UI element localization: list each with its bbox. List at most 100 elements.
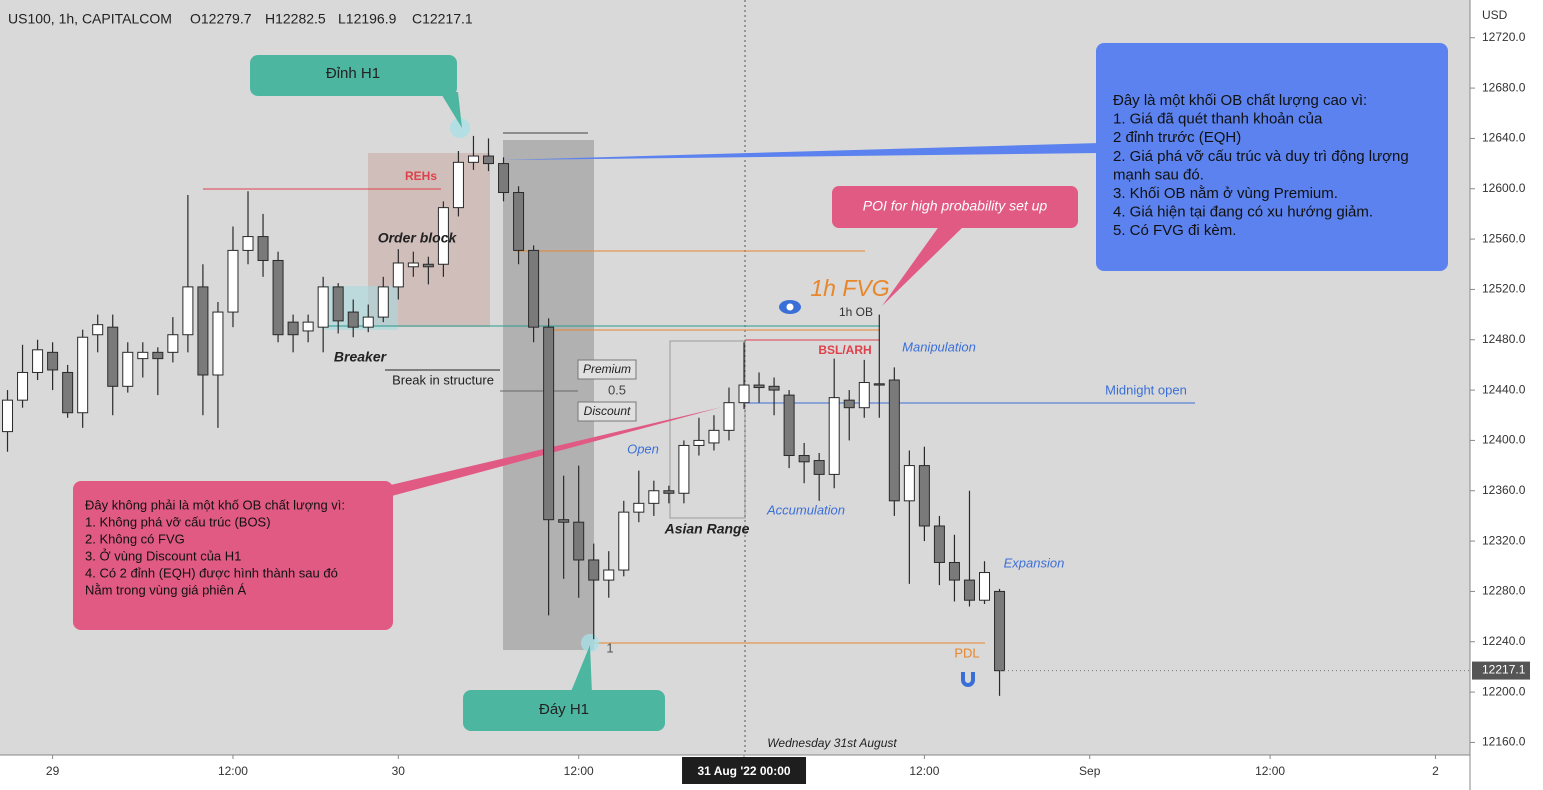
ohlc: H12282.5: [265, 11, 326, 27]
y-tick-label: 12640.0: [1482, 131, 1526, 145]
x-tick-label: 12:00: [909, 764, 939, 778]
note-line: 2. Giá phá vỡ cấu trúc và duy trì động l…: [1113, 148, 1409, 165]
candle-body: [467, 155, 479, 163]
candle-body: [873, 383, 885, 386]
note-line: 1. Giá đã quét thanh khoản của: [1113, 111, 1323, 128]
x-tick-label: Sep: [1079, 764, 1101, 778]
x-tick-label: 30: [392, 764, 406, 778]
currency: USD: [1482, 8, 1508, 22]
callout: [832, 186, 1078, 228]
crosshair-label-bg: [682, 757, 807, 784]
candle-body: [287, 321, 299, 336]
y-tick-label: 12400.0: [1482, 433, 1526, 447]
y-tick-label: 12320.0: [1482, 533, 1526, 547]
candle-body: [92, 324, 104, 336]
candle-body: [963, 579, 975, 601]
candle-body: [452, 161, 464, 209]
annotation: Asian Range: [664, 521, 750, 537]
candle-body: [482, 155, 494, 165]
candle-body: [979, 572, 991, 601]
marker: [581, 634, 599, 652]
candle-body: [678, 444, 690, 494]
candle-body: [918, 465, 930, 527]
y-tick-label: 12160.0: [1482, 735, 1526, 749]
candle-body: [948, 561, 960, 581]
y-tick-label: 12480.0: [1482, 332, 1526, 346]
note-line: Đây là một khối OB chất lượng cao vì:: [1113, 92, 1367, 109]
annotation: Accumulation: [766, 502, 845, 517]
candle-body: [152, 351, 164, 360]
candle-body: [392, 262, 404, 288]
marker: [450, 118, 470, 138]
annotation: Midnight open: [1105, 382, 1187, 397]
candle-body: [302, 321, 314, 332]
label-box: [577, 401, 637, 422]
note-box: [73, 481, 393, 630]
candle-body: [828, 397, 840, 475]
callout: [463, 690, 665, 731]
candle-body: [498, 163, 510, 194]
note-line: Đây không phải là một khố OB chất lượng …: [85, 497, 345, 512]
y-tick-label: 12440.0: [1482, 382, 1526, 396]
note-line: 4. Có 2 đỉnh (EQH) được hình thành sau đ…: [85, 565, 338, 580]
annotation: Order block: [378, 230, 458, 246]
x-tick-label: 29: [46, 764, 60, 778]
candle-body: [618, 511, 630, 571]
candle-body: [47, 351, 59, 371]
candle-body: [317, 286, 329, 328]
callout-pointer: [570, 645, 592, 694]
candle-body: [77, 336, 89, 414]
candle-body: [903, 465, 915, 502]
candle-body: [182, 286, 194, 336]
annotation: 0.5: [608, 382, 626, 397]
candle-body: [813, 460, 825, 475]
candle-body: [573, 521, 585, 561]
annotation: Wednesday 31st August: [767, 736, 897, 750]
candle-body: [528, 249, 540, 328]
annotation: BSL/ARH: [818, 343, 871, 357]
callout-pointer: [882, 225, 965, 306]
eye-icon: [779, 300, 801, 314]
ohlc: L12196.9: [338, 11, 397, 27]
price-axis: [1470, 0, 1543, 790]
annotation: Break in structure: [392, 372, 494, 387]
candle-body: [648, 490, 660, 504]
candle-body: [843, 399, 855, 409]
last-price-label: 12217.1: [1482, 663, 1526, 677]
candle-body: [693, 439, 705, 446]
y-tick-label: 12680.0: [1482, 80, 1526, 94]
note-line: 3. Ở vùng Discount của H1: [85, 548, 241, 563]
candle-body: [17, 371, 29, 401]
note-line: 3. Khối OB nằm ở vùng Premium.: [1113, 185, 1338, 202]
candle-body: [768, 385, 780, 391]
candle-body: [422, 263, 434, 268]
annotation: REHs: [405, 169, 437, 183]
callout-pointer: [440, 92, 462, 128]
note-line: mạnh sau đó.: [1113, 166, 1204, 183]
annotation: Manipulation: [902, 339, 976, 354]
candle-body: [407, 262, 419, 268]
candle-body: [603, 569, 615, 581]
candle-body: [227, 249, 239, 313]
candle-body: [858, 382, 870, 409]
annotation: PDL: [954, 645, 979, 660]
candle-body: [377, 286, 389, 318]
y-tick-label: 12240.0: [1482, 634, 1526, 648]
candle-body: [257, 236, 269, 261]
candle-body: [437, 207, 449, 265]
note-line: Nằm trong vùng giá phiên Á: [85, 582, 246, 597]
candle-body: [2, 399, 14, 433]
x-tick-label: 31 Aug '22 00:00: [697, 764, 790, 778]
candle-body: [558, 519, 570, 523]
candle-body: [588, 559, 600, 581]
connector: [505, 143, 1100, 160]
y-tick-label: 12280.0: [1482, 584, 1526, 598]
candle-body: [347, 311, 359, 328]
x-tick-label: 12:00: [1255, 764, 1285, 778]
candle-body: [137, 351, 149, 360]
note-line: 5. Có FVG đi kèm.: [1113, 222, 1236, 239]
candle-body: [723, 402, 735, 431]
note-line: 2. Không có FVG: [85, 531, 185, 546]
candle-body: [332, 286, 344, 322]
